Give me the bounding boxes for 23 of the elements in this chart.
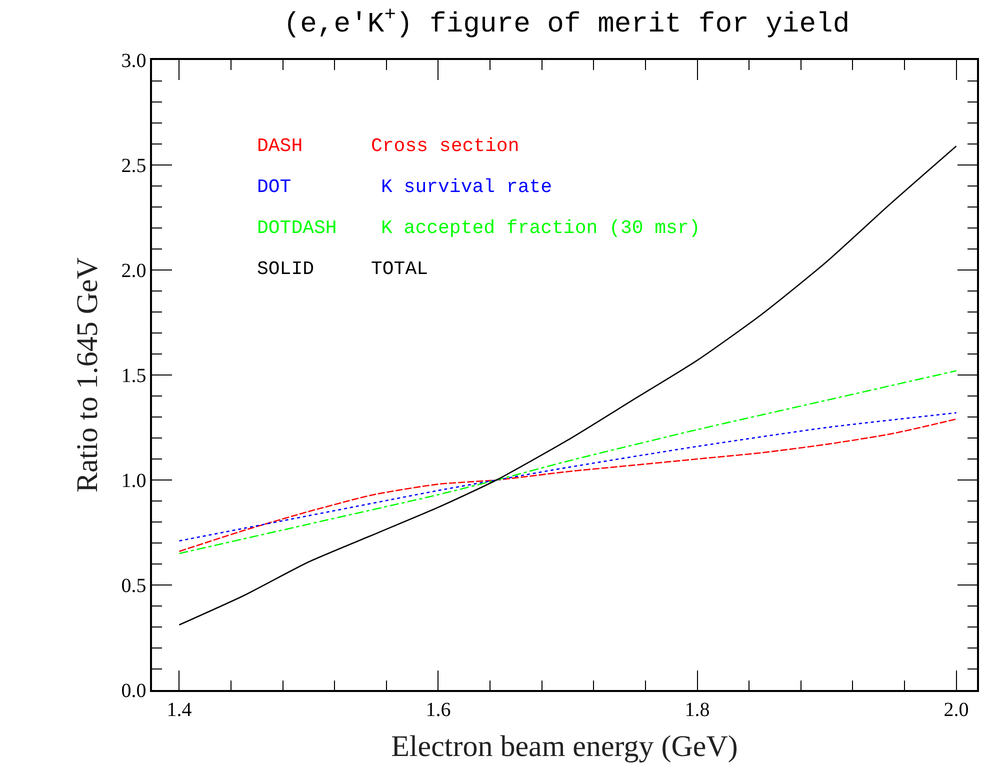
y-tick-label: 2.5 [121,155,146,177]
y-tick-label: 1.0 [121,470,146,492]
annotation: DOT [257,176,292,198]
y-tick-label: 3.0 [121,50,146,72]
annotation: SOLID [257,258,314,280]
y-tick-label: 2.0 [121,260,146,282]
text: Cross section [371,135,520,157]
x-tick-label: 1.8 [684,698,710,721]
x-axis-title: Electron beam energy (GeV) [391,730,738,763]
y-tick-label: 1.5 [121,365,146,387]
text: TOTAL [371,258,428,280]
x-tick-label: 2.0 [944,698,969,721]
x-tick-label: 1.4 [166,698,192,721]
text: K accepted fraction (30 msr) [381,217,700,239]
text: K survival rate [381,176,552,198]
annotation: DASH [257,135,303,157]
chart-title: (e,e′K$^{+}$) figure of merit for yield [283,4,850,41]
y-tick-label: 0.0 [121,680,146,702]
annotation: DOTDASH [257,217,337,239]
x-tick-label: 1.6 [426,698,451,721]
line-series [178,370,957,554]
y-axis-title: Ratio to 1.645 GeV [70,257,104,492]
y-tick-label: 0.5 [121,575,146,597]
